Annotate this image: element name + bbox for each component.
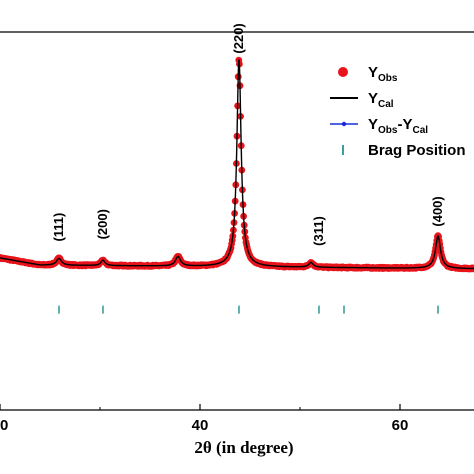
x-tick-label: 20	[0, 417, 8, 434]
peak-label: (400)	[430, 196, 445, 226]
x-tick-label: 40	[192, 417, 209, 434]
peak-labels: (111)(200)(220)(311)(400)(422)	[51, 23, 445, 246]
legend-entry-diff: YObs-YCal	[330, 116, 428, 136]
legend: YObs YCal YObs-YCal Brag Position	[330, 64, 466, 159]
peak-label: (200)	[95, 209, 110, 239]
legend-entry-bragg: Brag Position	[342, 142, 466, 159]
legend-marker-dot	[341, 121, 347, 127]
peak-label: (220)	[231, 23, 246, 53]
plot-area	[0, 57, 474, 314]
legend-marker	[338, 67, 348, 77]
peak-label: (311)	[311, 216, 326, 246]
legend-label: YObs	[368, 64, 398, 84]
legend-label: YObs-YCal	[368, 116, 428, 136]
legend-entry-cal: YCal	[330, 90, 394, 110]
legend-label: Brag Position	[368, 142, 466, 159]
x-axis-title: 2θ (in degree)	[194, 438, 293, 457]
legend-label: YCal	[368, 90, 394, 110]
x-tick-label: 60	[392, 417, 409, 434]
bragg-positions	[58, 305, 439, 314]
x-axis: 204060802θ (in degree)	[0, 31, 474, 457]
series-ycal	[0, 59, 474, 270]
peak-label: (111)	[51, 213, 66, 242]
legend-entry-obs: YObs	[338, 64, 398, 84]
